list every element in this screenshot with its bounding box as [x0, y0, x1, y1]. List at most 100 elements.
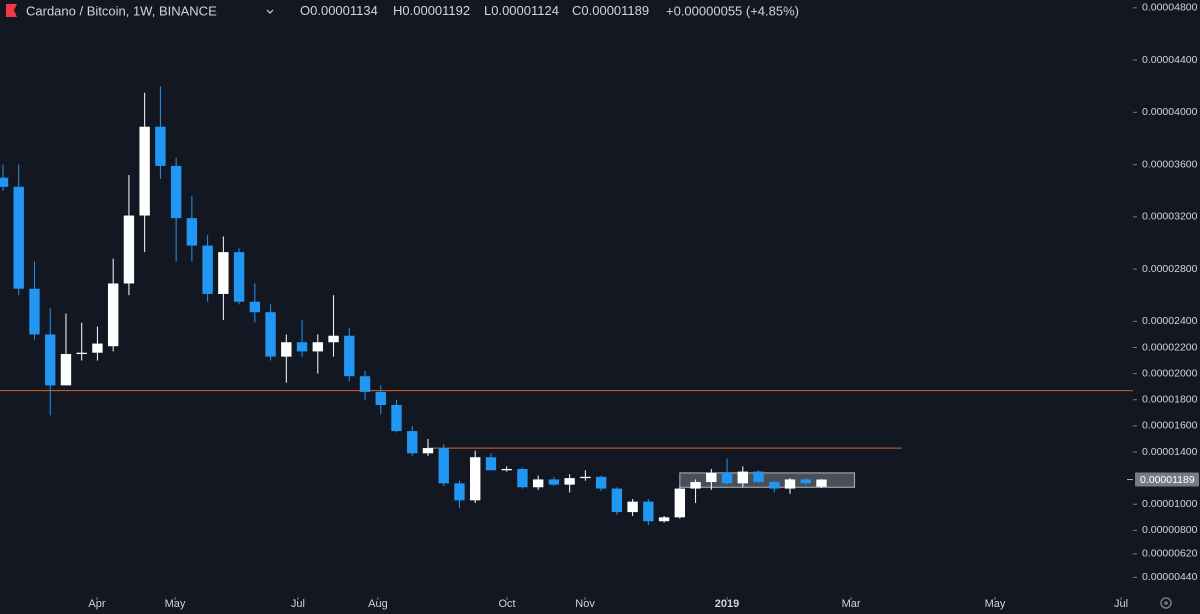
x-tick-label: Nov [575, 598, 595, 610]
candle-body [627, 501, 638, 513]
candle-body [29, 288, 40, 335]
x-tick-label: 2019 [715, 598, 739, 610]
y-tick-label: 0.00004800 [1142, 2, 1198, 14]
candle-body [564, 478, 575, 485]
x-tick-label: Jul [291, 598, 305, 610]
last-price-box [1135, 472, 1199, 487]
candle-body [753, 471, 764, 483]
candle-body [359, 376, 371, 392]
y-tick-label: 0.00001000 [1142, 498, 1198, 510]
candle-body [155, 126, 166, 166]
candle-body [265, 312, 276, 357]
y-tick-label: 0.00003600 [1142, 158, 1198, 170]
x-tick-label: May [985, 598, 1006, 610]
candle-body [501, 468, 512, 471]
candle-body [344, 335, 355, 377]
candle-body [0, 177, 9, 187]
candle-body [60, 354, 72, 386]
candle-body [580, 476, 591, 479]
x-tick-label: May [165, 598, 186, 610]
price-change: +0.00000055 (+4.85%) [666, 3, 799, 18]
x-tick-label: Mar [842, 598, 861, 610]
ohlc-key: C [572, 3, 581, 18]
candle-body [202, 245, 213, 294]
candle-body [769, 482, 780, 489]
last-price-label: 0.00001189 [1140, 474, 1195, 486]
candle-body [407, 431, 418, 454]
ohlc-field: O0.00001134 [300, 3, 378, 18]
candle-body [186, 218, 198, 246]
settings-icon[interactable] [1160, 597, 1172, 609]
ohlc-value: 0.00001189 [581, 3, 649, 18]
candle-body [517, 468, 528, 488]
candle-body [107, 283, 119, 347]
candle-body [690, 482, 701, 489]
candle-body [92, 343, 103, 353]
ohlc-key: L [484, 3, 491, 18]
candle-body [454, 483, 465, 501]
y-tick-label: 0.00002200 [1142, 341, 1198, 353]
candle-body [784, 479, 796, 489]
candle-body [595, 476, 607, 489]
candle-body [13, 186, 24, 289]
settings-gear[interactable] [1160, 597, 1172, 609]
y-tick-label: 0.00003200 [1142, 211, 1198, 223]
candle-body [438, 448, 449, 484]
candle-body [218, 252, 229, 294]
chart-title: Cardano / Bitcoin, 1W, BINANCE [26, 3, 217, 18]
ohlc-field: H0.00001192 [393, 3, 470, 18]
candle-body [139, 126, 150, 216]
ohlc-field: C0.00001189 [572, 3, 649, 18]
candle-body [233, 252, 245, 302]
candle-body [170, 165, 182, 219]
candle-body [391, 404, 402, 432]
candle-body [737, 471, 748, 484]
ohlc-value: 0.00001192 [402, 3, 470, 18]
candle-body [800, 479, 811, 484]
candle-body [296, 342, 308, 352]
candle-body [375, 391, 386, 405]
candle-body [643, 501, 654, 522]
candle-body [721, 472, 733, 484]
plot-area [0, 86, 1133, 526]
candle-body [76, 352, 87, 355]
candle-body [611, 488, 623, 513]
x-tick-label: Oct [498, 598, 515, 610]
y-tick-label: 0.00004400 [1142, 54, 1198, 66]
y-tick-label: 0.00000800 [1142, 524, 1198, 536]
ohlc-value: 0.00001124 [491, 3, 559, 18]
candle-body [470, 457, 481, 501]
y-tick-label: 0.00000620 [1142, 548, 1198, 560]
y-tick-label: 0.00000440 [1142, 571, 1198, 583]
y-tick-label: 0.00002000 [1142, 367, 1198, 379]
ohlc-field: L0.00001124 [484, 3, 559, 18]
y-tick-label: 0.00001600 [1142, 420, 1198, 432]
candle-body [123, 215, 135, 284]
y-tick-label: 0.00001800 [1142, 394, 1198, 406]
candle-body [532, 479, 544, 488]
ohlc-value: 0.00001134 [310, 3, 378, 18]
dropdown-caret[interactable] [266, 9, 274, 14]
candle-body [328, 335, 339, 343]
candle-body [485, 457, 497, 471]
y-tick-label: 0.00002800 [1142, 263, 1198, 275]
x-tick-label: Aug [368, 598, 388, 610]
candle-body [816, 479, 827, 487]
candle-body [548, 479, 560, 485]
ohlc-key: O [300, 3, 310, 18]
candle-body [422, 448, 434, 454]
exchange-icon [6, 4, 17, 17]
candle-body [249, 301, 261, 313]
ohlc-key: H [393, 3, 402, 18]
settings-gear-center [1164, 601, 1168, 605]
x-tick-label: Apr [88, 598, 105, 610]
y-tick-label: 0.00004000 [1142, 106, 1198, 118]
candle-body [658, 517, 670, 522]
y-tick-label: 0.00002400 [1142, 315, 1198, 327]
candle-body [312, 342, 323, 352]
candle-body [706, 472, 717, 483]
candle-body [45, 334, 56, 386]
